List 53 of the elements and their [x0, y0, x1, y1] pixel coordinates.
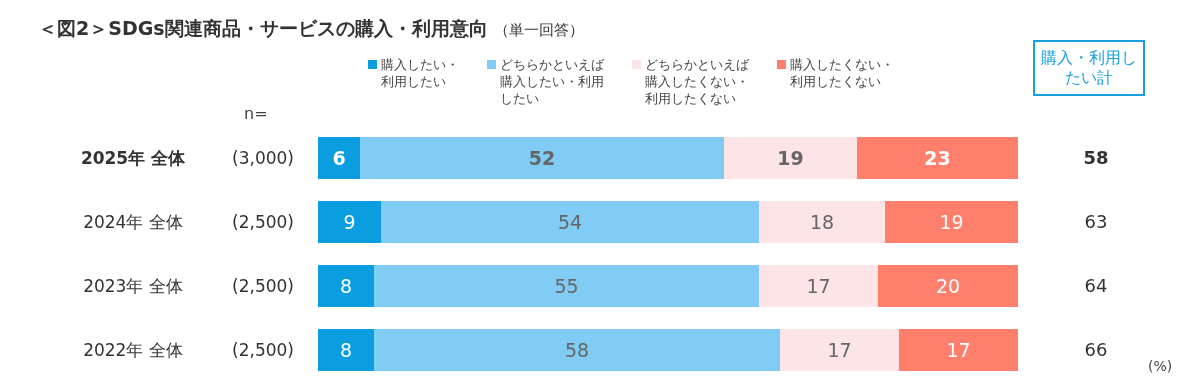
data-label: 9 — [343, 210, 356, 233]
text: n= — [244, 104, 268, 123]
bar — [759, 264, 878, 307]
legend-label: 購入したい・利用したい — [381, 56, 460, 90]
y-tick-label: 2023年 全体 — [83, 276, 183, 296]
text: (3,000) — [232, 148, 294, 168]
data-label: 6 — [332, 146, 346, 169]
bar — [374, 264, 759, 307]
y-tick-label: 2025年 全体 — [80, 148, 187, 168]
text: 58 — [1083, 147, 1109, 168]
data-label: 18 — [809, 210, 835, 233]
data-label: 8 — [339, 274, 353, 297]
bar — [885, 200, 1018, 243]
bar — [318, 136, 360, 179]
text: 63 — [1084, 211, 1108, 232]
data-label: 19 — [777, 146, 804, 169]
data-label: 55 — [554, 274, 579, 297]
data-label: 19 — [939, 210, 964, 233]
legend-label: どちらかといえば購入したい・利用したい — [499, 56, 605, 107]
bar — [318, 264, 374, 307]
bar — [878, 264, 1018, 307]
bar — [360, 136, 724, 179]
data-label: 52 — [528, 146, 556, 169]
bar — [899, 328, 1018, 371]
data-label: 20 — [935, 274, 961, 297]
bar — [318, 200, 381, 243]
y-tick-label: 2022年 全体 — [83, 340, 183, 360]
text: (2,500) — [232, 276, 294, 296]
bar — [759, 200, 885, 243]
data-label: 23 — [924, 146, 951, 169]
bar — [780, 328, 899, 371]
bar — [374, 328, 780, 371]
text: (2,500) — [232, 340, 294, 360]
text: (%) — [1148, 358, 1173, 374]
text: 64 — [1084, 275, 1108, 296]
legend-label: どちらかといえば購入したくない・利用したくない — [644, 56, 750, 107]
bar — [724, 136, 857, 179]
bar — [857, 136, 1018, 179]
data-label: 17 — [946, 338, 971, 361]
bar — [318, 328, 374, 371]
data-label: 54 — [557, 210, 583, 233]
bar — [381, 200, 759, 243]
text: 66 — [1084, 339, 1108, 360]
data-label: 58 — [564, 338, 590, 361]
chart-subtitle: （単一回答） — [493, 21, 584, 39]
text: (2,500) — [232, 212, 294, 232]
chart-title: ＜図2＞SDGs関連商品・サービスの購入・利用意向 — [38, 17, 488, 39]
data-label: 17 — [827, 338, 852, 361]
y-tick-label: 2024年 全体 — [83, 212, 183, 232]
data-label: 8 — [339, 338, 353, 361]
legend-label: 購入したくない・利用したくない — [789, 56, 895, 90]
data-label: 17 — [806, 274, 831, 297]
text: 購入・利用したい計 — [1033, 40, 1145, 96]
